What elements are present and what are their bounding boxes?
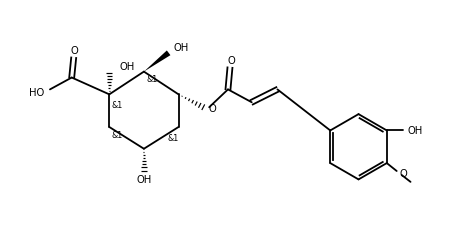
Text: &1: &1 [111, 131, 123, 140]
Text: O: O [226, 55, 235, 66]
Text: O: O [208, 104, 216, 114]
Polygon shape [143, 51, 170, 72]
Text: &1: &1 [168, 134, 179, 143]
Text: OH: OH [136, 175, 151, 185]
Text: OH: OH [173, 43, 189, 53]
Text: OH: OH [119, 61, 134, 71]
Text: O: O [399, 168, 406, 178]
Text: OH: OH [407, 126, 422, 136]
Text: O: O [71, 46, 78, 56]
Text: &1: &1 [146, 75, 157, 84]
Text: HO: HO [29, 88, 44, 98]
Text: &1: &1 [111, 100, 123, 109]
